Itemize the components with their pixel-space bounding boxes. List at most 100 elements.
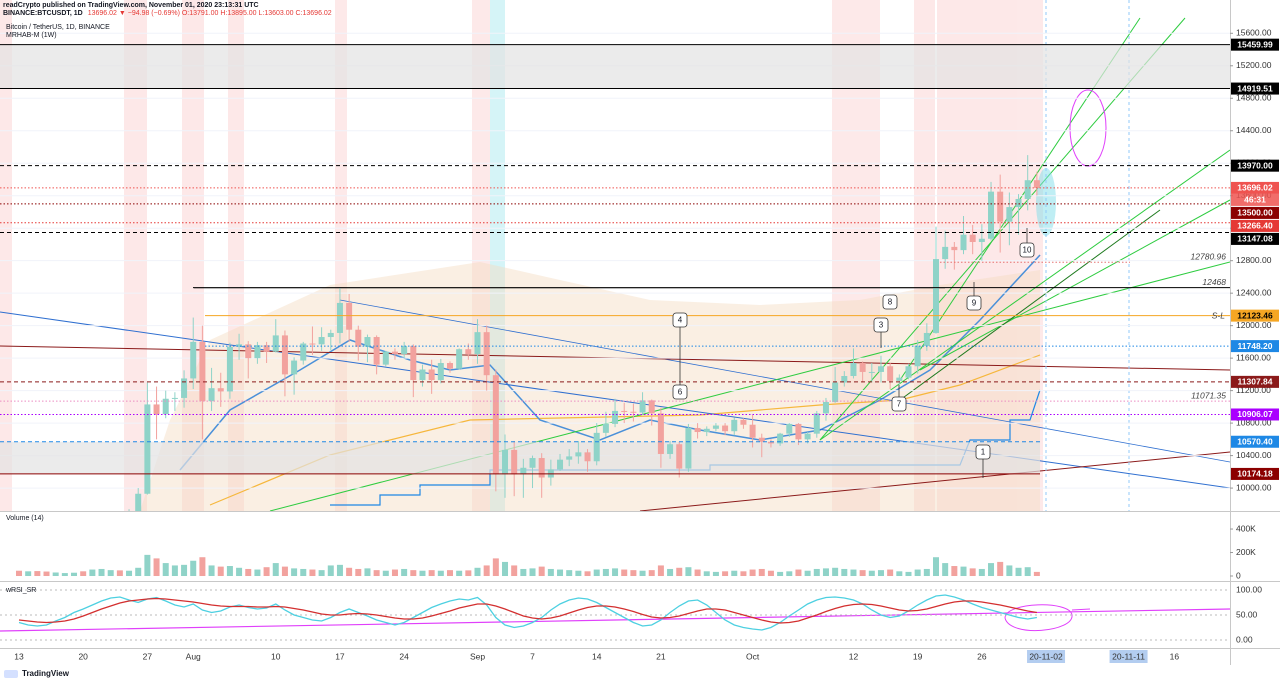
x-tick-label: Sep	[470, 651, 485, 661]
callout-label: 4	[678, 316, 683, 325]
candle-body	[749, 424, 756, 438]
candle-body	[703, 428, 710, 433]
volume-bar	[841, 568, 848, 577]
candle-body	[850, 363, 857, 377]
candle-body	[731, 419, 738, 432]
candle-body	[272, 335, 279, 352]
y-tick-label: 400K	[1236, 523, 1256, 533]
price-label-box	[1231, 38, 1279, 51]
x-tick-label: 20	[78, 651, 88, 661]
candle-body	[566, 456, 573, 460]
price-plot: 12780.96 12468 11071.35 1 3 4 6 7 8 9 10	[0, 32, 1230, 511]
volume-bar	[281, 566, 288, 577]
volume-bar	[758, 568, 765, 577]
volume-bar	[639, 570, 646, 577]
candle-body	[639, 400, 646, 413]
volume-bar	[520, 568, 527, 577]
volume-bar	[98, 568, 105, 577]
candle-body	[767, 441, 774, 444]
volume-bar	[327, 565, 334, 577]
volume-bar	[712, 571, 719, 577]
volume-bar	[877, 570, 884, 577]
candle-body	[1015, 198, 1022, 208]
x-tick-label: 20-11-02	[1029, 651, 1063, 661]
volume-bar	[1015, 567, 1022, 577]
candle-body	[428, 369, 435, 381]
x-tick-label: 12	[849, 651, 859, 661]
rsi-plot	[0, 589, 1230, 641]
candle-body	[1006, 207, 1013, 222]
volume-bar	[832, 567, 839, 577]
level-zone	[0, 44, 1230, 89]
candle-body	[657, 413, 664, 454]
volume-bar	[410, 570, 417, 577]
volume-bar	[896, 571, 903, 577]
candle-body	[786, 423, 793, 434]
volume-bar	[89, 569, 96, 577]
candle-body	[153, 404, 160, 415]
volume-bar	[226, 566, 233, 577]
candle-body	[832, 382, 839, 402]
volume-bar	[52, 572, 59, 577]
callout-label: 10	[1023, 246, 1032, 255]
volume-bar	[850, 569, 857, 577]
volume-bar	[905, 571, 912, 577]
candle-body	[896, 377, 903, 381]
indicator-name: MRHAB-M (1W)	[6, 32, 57, 39]
volume-bar	[557, 569, 564, 577]
volume-bar	[731, 570, 738, 577]
volume-bar	[648, 570, 655, 577]
volume-bar	[135, 567, 142, 577]
candle-body	[575, 452, 582, 457]
candle-body	[1033, 180, 1040, 188]
y-tick-label: 10400.00	[1236, 450, 1272, 460]
volume-bar	[822, 568, 829, 577]
price-label-box	[1231, 435, 1279, 448]
volume-bar	[914, 569, 921, 577]
volume-bar	[951, 566, 958, 577]
volume-bar	[978, 568, 985, 577]
volume-bar	[547, 568, 554, 577]
candle-body	[923, 332, 930, 346]
candle-body	[208, 388, 215, 402]
x-tick-label: 19	[913, 651, 923, 661]
level-label: 11071.35	[1191, 390, 1226, 400]
volume-bar	[107, 570, 114, 577]
candle-body	[291, 360, 298, 375]
x-tick-label: 16	[1170, 651, 1180, 661]
volume-bar	[336, 564, 343, 577]
quote: 13696.02 ▼ −94.98 (−0.69%) O:13791.00 H:…	[88, 10, 332, 17]
candle-body	[621, 410, 628, 412]
candle-body	[254, 345, 261, 359]
price-label: 10174.18	[1237, 469, 1273, 479]
symbol: BINANCE:BTCUSDT, 1D	[3, 10, 83, 17]
x-tick-label: 10	[271, 651, 281, 661]
candle-body	[419, 369, 426, 381]
volume-bar	[300, 568, 307, 577]
candle-body	[263, 345, 270, 352]
candle-body	[483, 332, 490, 376]
level-label: 12780.96	[1191, 251, 1227, 261]
y-tick-label: 50.00	[1236, 609, 1258, 619]
price-label: 11307.84	[1238, 377, 1273, 387]
candle-body	[584, 452, 591, 462]
candle-body	[795, 423, 802, 440]
volume-bar	[162, 563, 169, 577]
callout-box	[975, 444, 991, 460]
volume-bar	[16, 570, 22, 577]
ribbon	[179, 254, 1041, 471]
volume-bar	[988, 563, 995, 577]
candle-body	[190, 341, 197, 379]
trendline	[339, 299, 1230, 463]
trendline	[819, 149, 1230, 441]
y-tick-label: 0	[1236, 570, 1241, 580]
candle-body	[199, 341, 206, 402]
volume-bar	[71, 572, 78, 577]
volume-bar	[657, 565, 664, 577]
volume-bar	[199, 557, 206, 577]
price-label: 13500.00	[1237, 208, 1273, 218]
volume-bar	[437, 570, 444, 577]
price-label: 13266.40	[1237, 221, 1273, 231]
volume-bar	[694, 569, 701, 577]
